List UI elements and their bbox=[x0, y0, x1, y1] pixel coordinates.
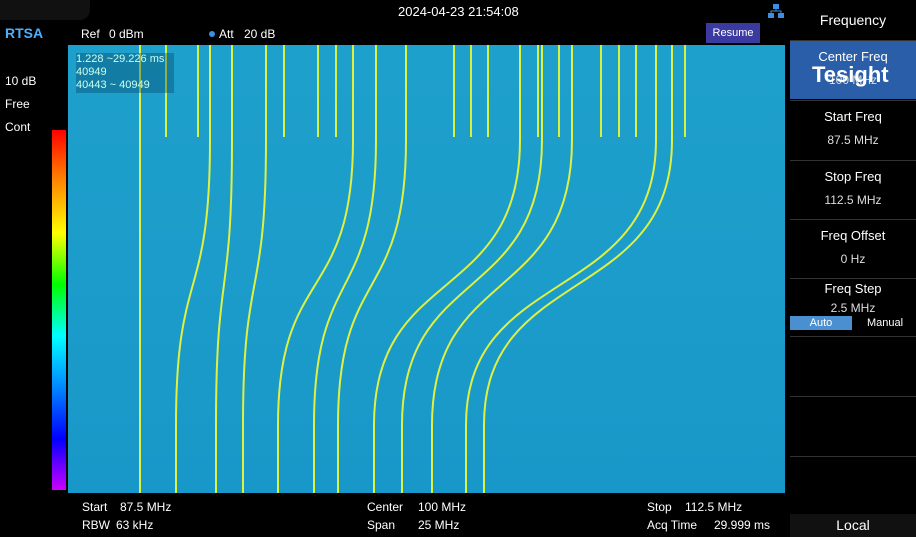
menu-label: Start Freq bbox=[824, 109, 882, 124]
center-label: Center bbox=[367, 500, 404, 514]
sweep: Cont bbox=[5, 120, 31, 134]
stop-value: 112.5 MHz bbox=[685, 500, 743, 514]
color-bar bbox=[52, 130, 66, 490]
spectrogram bbox=[68, 45, 785, 493]
time-range: 1.228 ~29.226 ms bbox=[76, 53, 165, 65]
overlay: 1.228 ~29.226 ms 40949 40443 ~ 40949 bbox=[76, 53, 174, 93]
menu-item[interactable]: Stop Freq 112.5 MHz bbox=[790, 160, 916, 219]
ref-value: 0 dBm bbox=[109, 27, 144, 41]
menu-item bbox=[790, 456, 916, 515]
signal-trace bbox=[465, 45, 657, 493]
stop-label: Stop bbox=[647, 500, 672, 514]
menu-value: 2.5 MHz bbox=[830, 301, 876, 315]
menu-label: Center Freq bbox=[818, 49, 888, 64]
menu-item[interactable]: Freq Offset 0 Hz bbox=[790, 219, 916, 278]
scale: 10 dB bbox=[5, 74, 37, 88]
signal-trace bbox=[483, 45, 673, 493]
span-label: Span bbox=[367, 518, 396, 532]
menu-value: 0 Hz bbox=[840, 252, 866, 266]
logo: Tesight bbox=[812, 62, 889, 87]
start-label: Start bbox=[82, 500, 108, 514]
span-value: 25 MHz bbox=[418, 518, 460, 532]
acq-label: Acq Time bbox=[647, 518, 698, 532]
menu-item[interactable]: Start Freq 87.5 MHz bbox=[790, 100, 916, 159]
status-pill bbox=[0, 0, 90, 20]
rbw-value: 63 kHz bbox=[116, 518, 154, 532]
network-icon bbox=[768, 4, 784, 18]
att-dot bbox=[209, 31, 215, 37]
menu-label: Freq Step bbox=[824, 281, 882, 296]
frame: 40949 bbox=[76, 66, 107, 78]
signal-trace bbox=[242, 45, 267, 493]
menu-title: Frequency bbox=[819, 12, 887, 28]
menu-item bbox=[790, 336, 916, 395]
signal-trace bbox=[401, 45, 543, 493]
manual-option[interactable]: Manual bbox=[866, 317, 904, 329]
menu-value: 112.5 MHz bbox=[824, 193, 882, 207]
auto-option[interactable]: Auto bbox=[790, 316, 852, 330]
resume-button[interactable]: Resume bbox=[706, 23, 760, 43]
datetime: 2024-04-23 21:54:08 bbox=[398, 4, 519, 19]
signal-trace bbox=[373, 45, 521, 493]
menu-value: 100 MHz bbox=[828, 73, 878, 87]
signal-trace bbox=[175, 45, 211, 493]
menu-value: 87.5 MHz bbox=[827, 133, 879, 147]
trigger: Free bbox=[5, 97, 30, 111]
frame-range: 40443 ~ 40949 bbox=[76, 79, 150, 91]
signal-trace bbox=[313, 45, 377, 493]
ref-label: Ref bbox=[81, 27, 100, 41]
menu-item[interactable]: Center Freq 100 MHz bbox=[790, 40, 916, 99]
local-button[interactable]: Local bbox=[790, 514, 916, 537]
menu-item[interactable]: Freq Step 2.5 MHz Auto Manual bbox=[790, 278, 916, 335]
att-label: Att bbox=[219, 27, 234, 41]
start-value: 87.5 MHz bbox=[120, 500, 172, 514]
menu-item bbox=[790, 396, 916, 455]
rbw-label: RBW bbox=[82, 518, 110, 532]
signal-trace bbox=[277, 45, 354, 493]
att-value: 20 dB bbox=[244, 27, 276, 41]
mode: RTSA bbox=[5, 25, 44, 41]
acq-value: 29.999 ms bbox=[714, 518, 771, 532]
signal-trace bbox=[337, 45, 407, 493]
signal-trace bbox=[215, 45, 233, 493]
center-value: 100 MHz bbox=[418, 500, 467, 514]
menu-label: Stop Freq bbox=[824, 169, 882, 184]
signal-trace bbox=[431, 45, 573, 493]
menu-label: Freq Offset bbox=[820, 228, 886, 243]
